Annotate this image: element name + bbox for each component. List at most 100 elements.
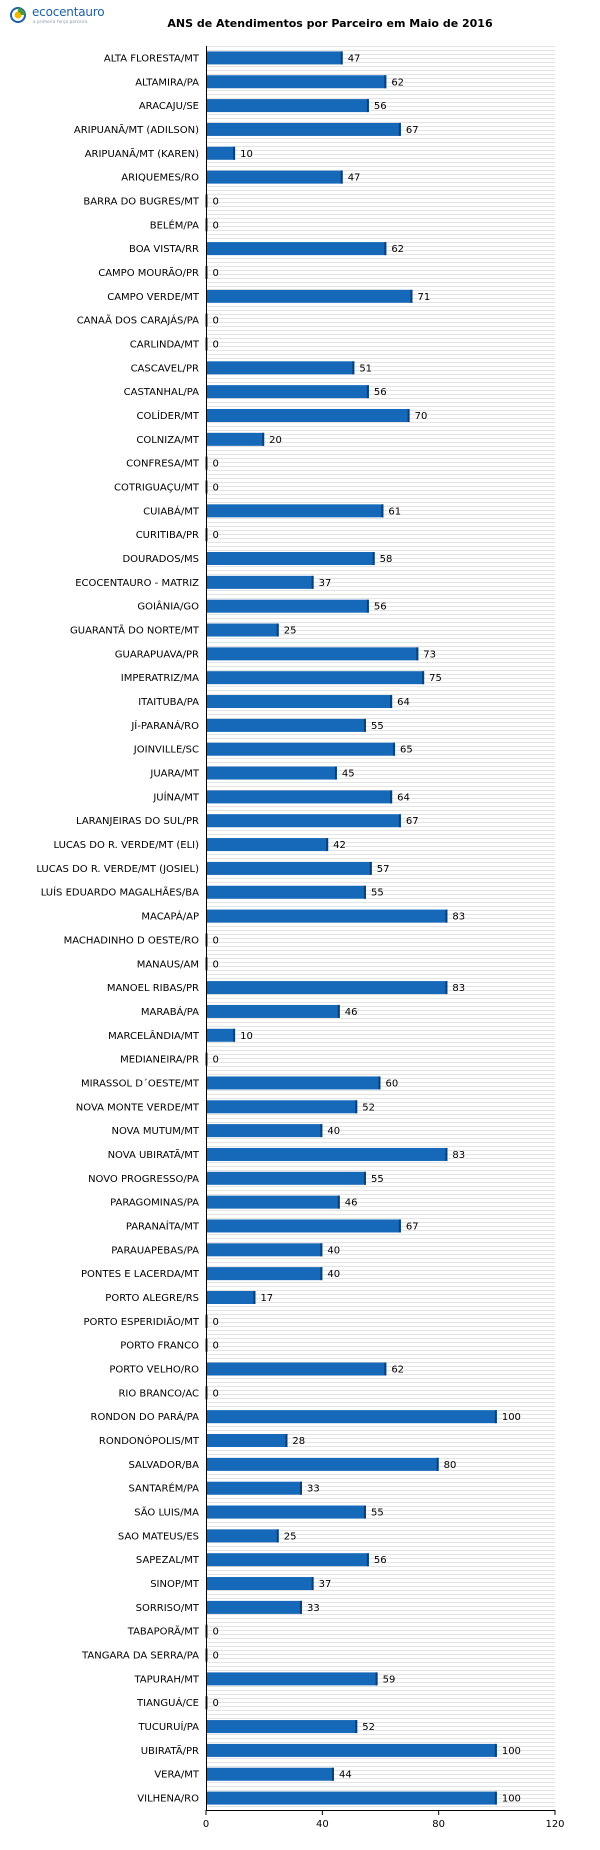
bar-edge — [276, 623, 279, 637]
data-label: 67 — [406, 816, 419, 827]
category-label: JUARA/MT — [149, 769, 199, 780]
data-label: 80 — [444, 1460, 457, 1471]
bar-edge — [494, 1410, 497, 1424]
data-label: 100 — [502, 1412, 521, 1423]
data-label: 67 — [406, 1221, 419, 1232]
data-label: 52 — [362, 1102, 375, 1113]
category-label: TABAPORÃ/MT — [127, 1625, 200, 1638]
data-label: 0 — [213, 1317, 219, 1328]
bar-edge — [445, 981, 448, 995]
category-label: CASCAVEL/PR — [131, 363, 199, 374]
category-label: MANAUS/AM — [137, 959, 199, 970]
category-label: VERA/MT — [154, 1770, 200, 1781]
category-label: LUÍS EDUARDO MAGALHÃES/BA — [41, 886, 199, 899]
data-label: 0 — [213, 935, 219, 946]
grid-stripes — [206, 46, 555, 1807]
category-label: PARAGOMINAS/PA — [110, 1198, 199, 1209]
data-label: 40 — [327, 1126, 340, 1137]
bar — [206, 647, 419, 661]
data-label: 40 — [327, 1245, 340, 1256]
category-label: PORTO FRANCO — [120, 1341, 199, 1352]
bar — [206, 1171, 366, 1185]
bar — [206, 242, 387, 256]
bar-edge — [398, 122, 401, 136]
data-label: 0 — [213, 1651, 219, 1662]
bar — [206, 289, 413, 303]
bar-edge — [398, 814, 401, 828]
bar-edge — [398, 1219, 401, 1233]
bar-edge — [311, 575, 314, 589]
bar-edge — [366, 385, 369, 399]
category-label: MIRASSOL D´OESTE/MT — [81, 1077, 200, 1089]
bar-edge — [390, 790, 393, 804]
bar — [206, 1124, 323, 1138]
data-label: 44 — [339, 1770, 352, 1781]
x-tick-label: 80 — [432, 1819, 445, 1830]
category-label: ARIPUANÃ/MT (KAREN) — [85, 147, 199, 160]
data-label: 64 — [397, 697, 410, 708]
data-label: 73 — [423, 649, 436, 660]
bar — [206, 838, 329, 852]
category-label: CANAÃ DOS CARAJÁS/PA — [77, 314, 199, 327]
category-label: PORTO VELHO/RO — [109, 1365, 199, 1376]
bar-edge — [233, 146, 236, 160]
bar-edge — [384, 75, 387, 89]
bar — [206, 790, 393, 804]
bar-edge — [363, 1505, 366, 1519]
x-tick-label: 120 — [545, 1819, 564, 1830]
category-label: ARIPUANÃ/MT (ADILSON) — [74, 123, 199, 136]
bar-edge — [334, 766, 337, 780]
category-label: ARIQUEMES/RO — [121, 173, 199, 184]
bar-edge — [363, 1171, 366, 1185]
data-label: 55 — [371, 888, 384, 899]
x-tick-label: 40 — [316, 1819, 329, 1830]
bar — [206, 552, 375, 566]
category-label: TUCURUÍ/PA — [137, 1720, 199, 1733]
logo-wordmark: ecocentauro — [32, 5, 105, 19]
data-label: 42 — [333, 840, 346, 851]
category-label: COTRIGUAÇU/MT — [114, 483, 200, 494]
data-label: 56 — [374, 602, 387, 613]
category-label: JÍ-PARANÁ/RO — [130, 719, 199, 732]
data-label: 0 — [213, 483, 219, 494]
category-label: NOVO PROGRESSO/PA — [88, 1174, 199, 1185]
bar — [206, 742, 396, 756]
bar — [206, 814, 401, 828]
bar — [206, 1577, 314, 1591]
category-label: MARCELÂNDIA/MT — [108, 1029, 200, 1042]
category-label: COLÍDER/MT — [137, 409, 200, 422]
category-label: LUCAS DO R. VERDE/MT (ELI) — [54, 840, 200, 851]
category-labels: ALTA FLORESTA/MT ALTAMIRA/PA ARACAJU/SE ARI… — [36, 53, 200, 1804]
data-label: 25 — [284, 626, 297, 637]
data-label: 60 — [386, 1078, 399, 1089]
data-label: 0 — [213, 268, 219, 279]
data-label: 47 — [348, 173, 361, 184]
bar — [206, 99, 369, 113]
category-label: GOIÂNIA/GO — [137, 600, 199, 613]
bar-edge — [352, 361, 355, 375]
bar-edge — [363, 718, 366, 732]
category-label: MACHADINHO D OESTE/RO — [64, 935, 199, 946]
bar — [206, 1267, 323, 1281]
bar-edge — [366, 1553, 369, 1567]
bar — [206, 170, 343, 184]
bar — [206, 1410, 497, 1424]
bar — [206, 1720, 358, 1734]
category-label: SANTARÉM/PA — [128, 1482, 199, 1495]
bar-edge — [337, 1195, 340, 1209]
category-label: CASTANHAL/PA — [124, 387, 200, 398]
bar — [206, 1243, 323, 1257]
bar-edge — [494, 1791, 497, 1805]
logo-mark-icon — [10, 7, 26, 23]
category-label: COLNIZA/MT — [136, 435, 200, 446]
bar — [206, 1743, 497, 1757]
category-label: NOVA MONTE VERDE/MT — [76, 1102, 200, 1113]
bar-edge — [320, 1124, 323, 1138]
bar — [206, 1028, 236, 1042]
category-label: ITAITUBA/PA — [138, 697, 199, 708]
bar — [206, 909, 448, 923]
bar — [206, 1147, 448, 1161]
bar-edge — [355, 1100, 358, 1114]
data-label: 75 — [429, 673, 442, 684]
category-label: ARACAJU/SE — [139, 101, 199, 112]
